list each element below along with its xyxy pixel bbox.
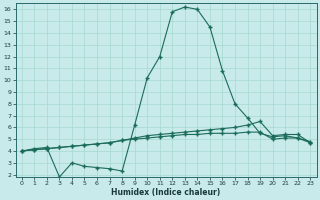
X-axis label: Humidex (Indice chaleur): Humidex (Indice chaleur) — [111, 188, 221, 197]
